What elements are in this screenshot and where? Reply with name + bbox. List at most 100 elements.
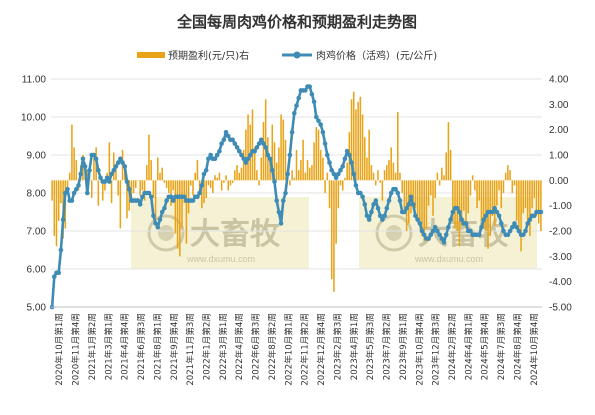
price-point xyxy=(115,160,121,165)
price-point xyxy=(289,129,295,135)
price-point xyxy=(430,228,436,234)
profit-bar xyxy=(326,172,329,181)
profit-bar xyxy=(297,170,300,181)
watermark-url-right: www.dxumu.com xyxy=(414,254,483,264)
price-point xyxy=(272,179,277,184)
profit-bar xyxy=(491,180,494,216)
price-point xyxy=(137,202,143,207)
price-point xyxy=(316,118,321,124)
profit-bar xyxy=(319,149,322,181)
profit-bar xyxy=(110,180,113,204)
price-point xyxy=(476,232,482,238)
price-point xyxy=(303,88,308,93)
watermark-url-left: www.dxumu.com xyxy=(186,254,255,264)
price-point xyxy=(153,221,158,226)
price-point xyxy=(217,148,222,154)
price-point xyxy=(199,183,205,188)
price-point xyxy=(532,213,537,219)
price-point xyxy=(126,186,132,192)
price-point xyxy=(523,228,528,234)
price-point xyxy=(366,217,372,222)
profit-bar xyxy=(104,180,106,191)
x-tick-label: 2021年6月第3周 xyxy=(135,313,147,380)
price-point xyxy=(162,205,167,211)
profit-bar xyxy=(403,180,406,211)
x-tick-label: 2022年4月第4周 xyxy=(233,313,245,380)
profit-bar xyxy=(449,149,452,181)
price-point xyxy=(479,224,484,230)
profit-bar xyxy=(526,180,529,224)
price-point xyxy=(248,152,253,158)
x-tick-label: 2023年10月第4周 xyxy=(413,313,425,386)
profit-bar xyxy=(454,180,456,229)
price-point xyxy=(441,240,447,245)
profit-bar xyxy=(187,180,190,214)
profit-bar xyxy=(425,180,428,229)
x-tick-label: 2021年4月第4周 xyxy=(119,313,131,380)
profit-bar xyxy=(123,170,126,181)
profit-bar xyxy=(368,129,370,181)
price-point xyxy=(281,198,286,203)
y-left-tick-label: 7.00 xyxy=(27,227,47,238)
profit-bar xyxy=(352,91,355,181)
price-line-layer xyxy=(49,84,544,310)
profit-bar xyxy=(350,99,353,181)
profit-bar xyxy=(355,109,357,181)
x-tick-label: 2021年1月第2周 xyxy=(86,313,98,380)
price-point xyxy=(311,99,317,105)
profit-bar xyxy=(247,114,249,181)
x-axis: 2020年10月第1周 2020年11月第4周 2021年1月第2周 2021年3月第… xyxy=(51,306,542,386)
profit-bar xyxy=(245,129,247,181)
profit-bar xyxy=(317,129,320,181)
profit-bar xyxy=(529,180,531,237)
profit-bar xyxy=(163,180,166,183)
price-point xyxy=(318,122,324,127)
profit-bar xyxy=(306,160,309,181)
y-right-tick-label: 2.00 xyxy=(549,125,569,136)
profit-bar xyxy=(471,175,474,181)
profit-bar xyxy=(291,170,293,181)
x-tick-label: 2023年7月第2周 xyxy=(381,313,393,380)
price-point xyxy=(527,217,533,222)
price-point xyxy=(454,205,460,211)
profit-bar xyxy=(421,180,423,237)
price-point xyxy=(347,152,352,158)
profit-bar xyxy=(71,124,73,181)
price-point xyxy=(375,205,381,211)
profit-bar xyxy=(341,180,344,191)
y-right-tick-label: -2.00 xyxy=(549,227,572,238)
profit-bar xyxy=(260,157,263,181)
profit-bar xyxy=(227,180,230,191)
profit-bar xyxy=(293,177,296,181)
profit-bar xyxy=(115,165,117,181)
price-point xyxy=(384,205,390,211)
profit-bar xyxy=(438,180,441,186)
price-point xyxy=(65,186,70,192)
price-point xyxy=(261,141,266,146)
profit-bar xyxy=(370,165,373,181)
profit-bar xyxy=(194,172,196,181)
profit-bar xyxy=(346,162,348,181)
price-point xyxy=(124,179,130,184)
price-point xyxy=(499,221,504,226)
x-tick-label: 2021年9月第4周 xyxy=(168,313,180,380)
profit-bar xyxy=(328,180,331,209)
price-point xyxy=(243,160,249,165)
price-point xyxy=(212,156,218,162)
profit-bar xyxy=(447,122,450,181)
profit-bar xyxy=(137,180,139,181)
profit-bar xyxy=(313,142,315,181)
price-point xyxy=(494,209,500,215)
profit-bar xyxy=(284,139,287,181)
profit-bar xyxy=(264,99,267,181)
profit-bar xyxy=(388,160,390,181)
price-point xyxy=(483,213,489,219)
price-point xyxy=(538,209,544,215)
y-left-tick-label: 11.00 xyxy=(22,75,47,86)
price-point xyxy=(223,129,229,135)
price-point xyxy=(329,167,335,173)
price-point xyxy=(435,228,440,234)
profit-bar xyxy=(381,180,384,201)
profit-bar xyxy=(361,114,364,181)
y-left-tick-label: 6.00 xyxy=(27,265,47,276)
